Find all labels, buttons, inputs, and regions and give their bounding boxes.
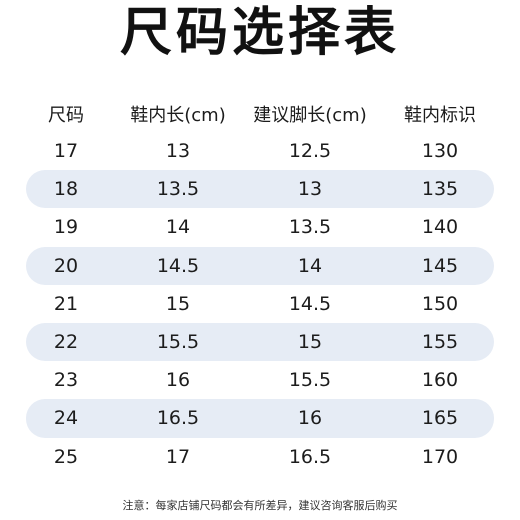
cell-size: 22 (53, 331, 79, 354)
footer-note: 注意：每家店铺尺码都会有所差异，建议咨询客服后购买 (122, 499, 398, 512)
table-row: 20 14.5 14 145 (26, 246, 494, 285)
cell-foot-length: 15.5 (288, 369, 332, 392)
size-table: 尺码 鞋内长(cm) 建议脚长(cm) 鞋内标识 17 13 12.5 130 … (26, 96, 494, 476)
cell-size: 24 (53, 407, 79, 430)
table-row: 17 13 12.5 130 (26, 132, 494, 170)
cell-inner-length: 13.5 (156, 178, 200, 201)
cell-size: 19 (53, 216, 79, 239)
cell-inner-mark: 135 (421, 178, 459, 201)
cell-foot-length: 14.5 (288, 292, 332, 315)
cell-inner-mark: 130 (421, 140, 459, 163)
cell-size: 25 (53, 445, 79, 468)
cell-inner-mark: 140 (421, 216, 459, 239)
cell-foot-length: 16.5 (288, 445, 332, 468)
cell-inner-mark: 170 (421, 445, 459, 468)
table-row: 19 14 13.5 140 (26, 208, 494, 246)
table-header-row: 尺码 鞋内长(cm) 建议脚长(cm) 鞋内标识 (26, 96, 494, 132)
cell-inner-length: 13 (165, 140, 191, 163)
cell-foot-length: 12.5 (288, 140, 332, 163)
cell-size: 23 (53, 369, 79, 392)
cell-inner-length: 14 (165, 216, 191, 239)
cell-size: 17 (53, 140, 79, 163)
cell-inner-length: 16 (165, 369, 191, 392)
table-row: 25 17 16.5 170 (26, 438, 494, 476)
cell-foot-length: 14 (297, 254, 323, 277)
cell-inner-mark: 165 (421, 407, 459, 430)
cell-inner-mark: 155 (421, 331, 459, 354)
cell-inner-length: 15 (165, 292, 191, 315)
table-row: 24 16.5 16 165 (26, 399, 494, 438)
table-row: 23 16 15.5 160 (26, 361, 494, 399)
header-foot-length: 建议脚长(cm) (253, 105, 367, 126)
cell-inner-length: 15.5 (156, 331, 200, 354)
page-title: 尺码选择表 (119, 3, 400, 63)
cell-foot-length: 16 (297, 407, 323, 430)
header-size: 尺码 (48, 105, 84, 126)
cell-inner-mark: 150 (421, 292, 459, 315)
header-inner-mark: 鞋内标识 (404, 105, 476, 126)
cell-size: 18 (53, 178, 79, 201)
cell-foot-length: 13.5 (288, 216, 332, 239)
table-row: 22 15.5 15 155 (26, 322, 494, 362)
cell-foot-length: 15 (297, 331, 323, 354)
cell-inner-length: 14.5 (156, 254, 200, 277)
table-row: 18 13.5 13 135 (26, 170, 494, 209)
header-inner-length: 鞋内长(cm) (130, 105, 226, 126)
cell-inner-mark: 160 (421, 369, 459, 392)
cell-inner-length: 16.5 (156, 407, 200, 430)
cell-size: 21 (53, 292, 79, 315)
cell-inner-length: 17 (165, 445, 191, 468)
cell-inner-mark: 145 (421, 254, 459, 277)
table-row: 21 15 14.5 150 (26, 285, 494, 323)
cell-size: 20 (53, 254, 79, 277)
cell-foot-length: 13 (297, 178, 323, 201)
